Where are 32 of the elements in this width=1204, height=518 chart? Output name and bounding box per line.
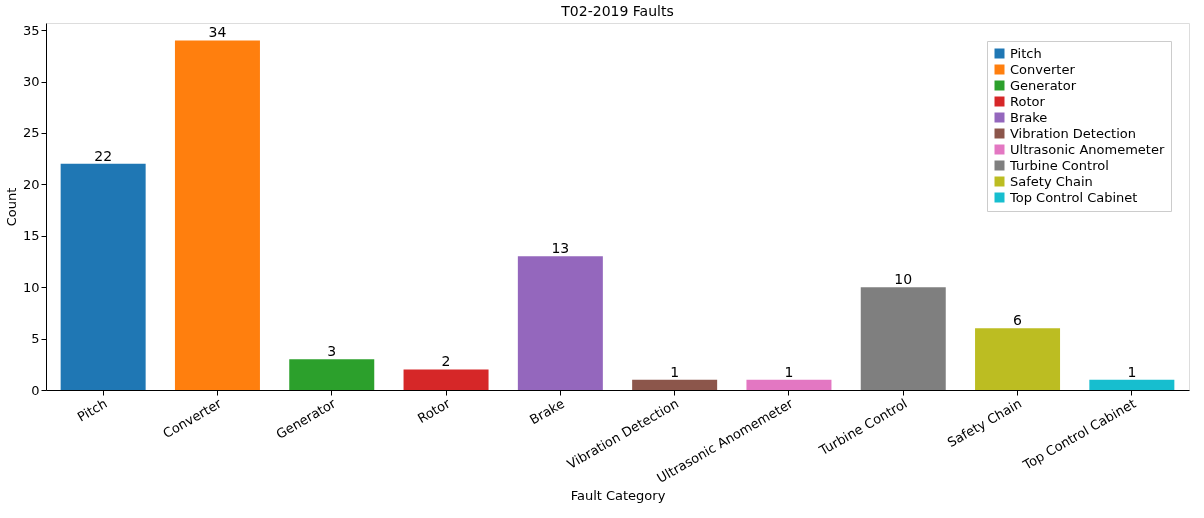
legend-label: Generator (1010, 77, 1077, 93)
legend-label: Safety Chain (1010, 173, 1093, 189)
data-label: 2 (441, 353, 451, 370)
y-tick-label: 30 (22, 74, 40, 90)
y-tick-label: 10 (22, 279, 40, 295)
data-label: 6 (1013, 312, 1023, 329)
legend-label: Top Control Cabinet (1009, 189, 1138, 205)
data-label: 1 (670, 363, 680, 380)
legend-label: Brake (1010, 109, 1048, 125)
data-label: 34 (208, 24, 227, 41)
legend-label: Pitch (1010, 45, 1042, 61)
data-label: 3 (327, 343, 337, 360)
chart-title: T02-2019 Faults (560, 3, 674, 19)
data-label: 1 (784, 363, 794, 380)
data-label: 10 (894, 271, 913, 288)
x-tick-label: Pitch (74, 395, 110, 425)
y-tick-label: 35 (22, 22, 40, 38)
y-tick-label: 15 (22, 228, 40, 244)
legend-label: Ultrasonic Anomemeter (1010, 141, 1165, 157)
legend-label: Rotor (1010, 93, 1046, 109)
y-tick-label: 20 (22, 176, 40, 192)
y-tick-label: 0 (31, 382, 40, 398)
legend-label: Vibration Detection (1010, 125, 1136, 141)
x-axis-title: Fault Category (570, 487, 666, 503)
y-axis-title: Count (3, 187, 19, 227)
data-label: 13 (551, 240, 570, 257)
data-label: 1 (1127, 363, 1137, 380)
legend-label: Turbine Control (1009, 157, 1109, 173)
y-tick-label: 5 (31, 331, 40, 347)
data-label: 22 (94, 147, 113, 164)
y-tick-label: 25 (22, 125, 40, 141)
legend-label: Converter (1010, 61, 1076, 77)
